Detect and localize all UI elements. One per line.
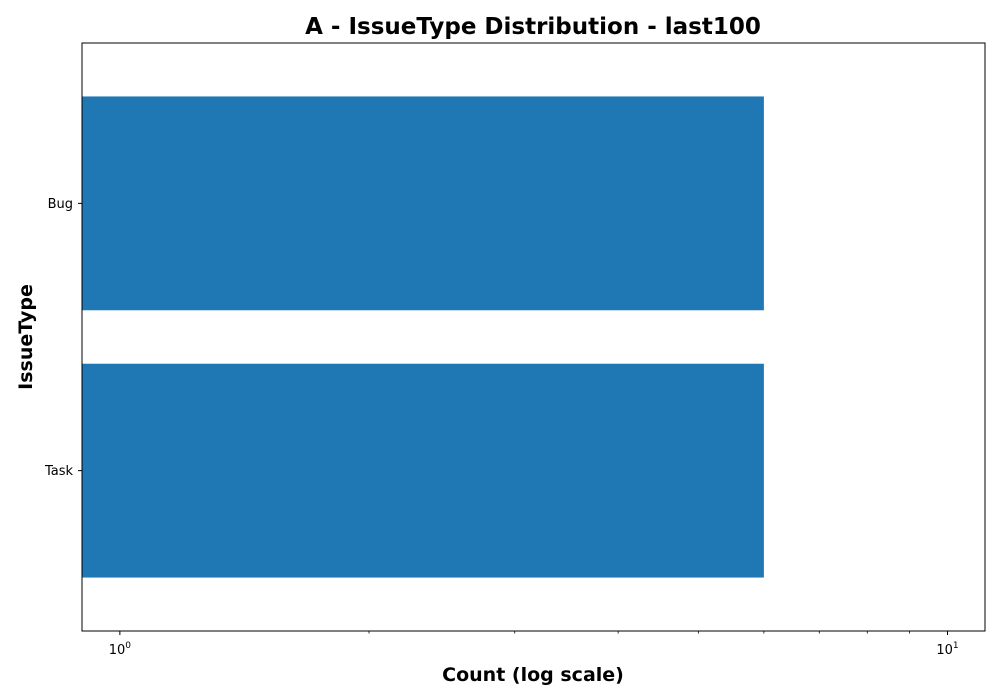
chart-title: A - IssueType Distribution - last100 bbox=[305, 14, 761, 40]
x-tick-label: 101 bbox=[936, 641, 958, 658]
plot-frame bbox=[81, 42, 986, 632]
y-tick-label-bug: Bug bbox=[48, 197, 73, 212]
y-axis-ticks: Bug Task bbox=[44, 197, 82, 479]
y-tick-label-task: Task bbox=[44, 464, 74, 479]
bars bbox=[82, 96, 764, 578]
bar-bug bbox=[82, 96, 764, 311]
y-axis-label: IssueType bbox=[15, 284, 37, 390]
x-axis-ticks: 100 101 bbox=[109, 631, 959, 658]
bar-task bbox=[82, 363, 764, 578]
x-axis-label: Count (log scale) bbox=[442, 664, 624, 686]
x-tick-label: 100 bbox=[109, 641, 132, 658]
